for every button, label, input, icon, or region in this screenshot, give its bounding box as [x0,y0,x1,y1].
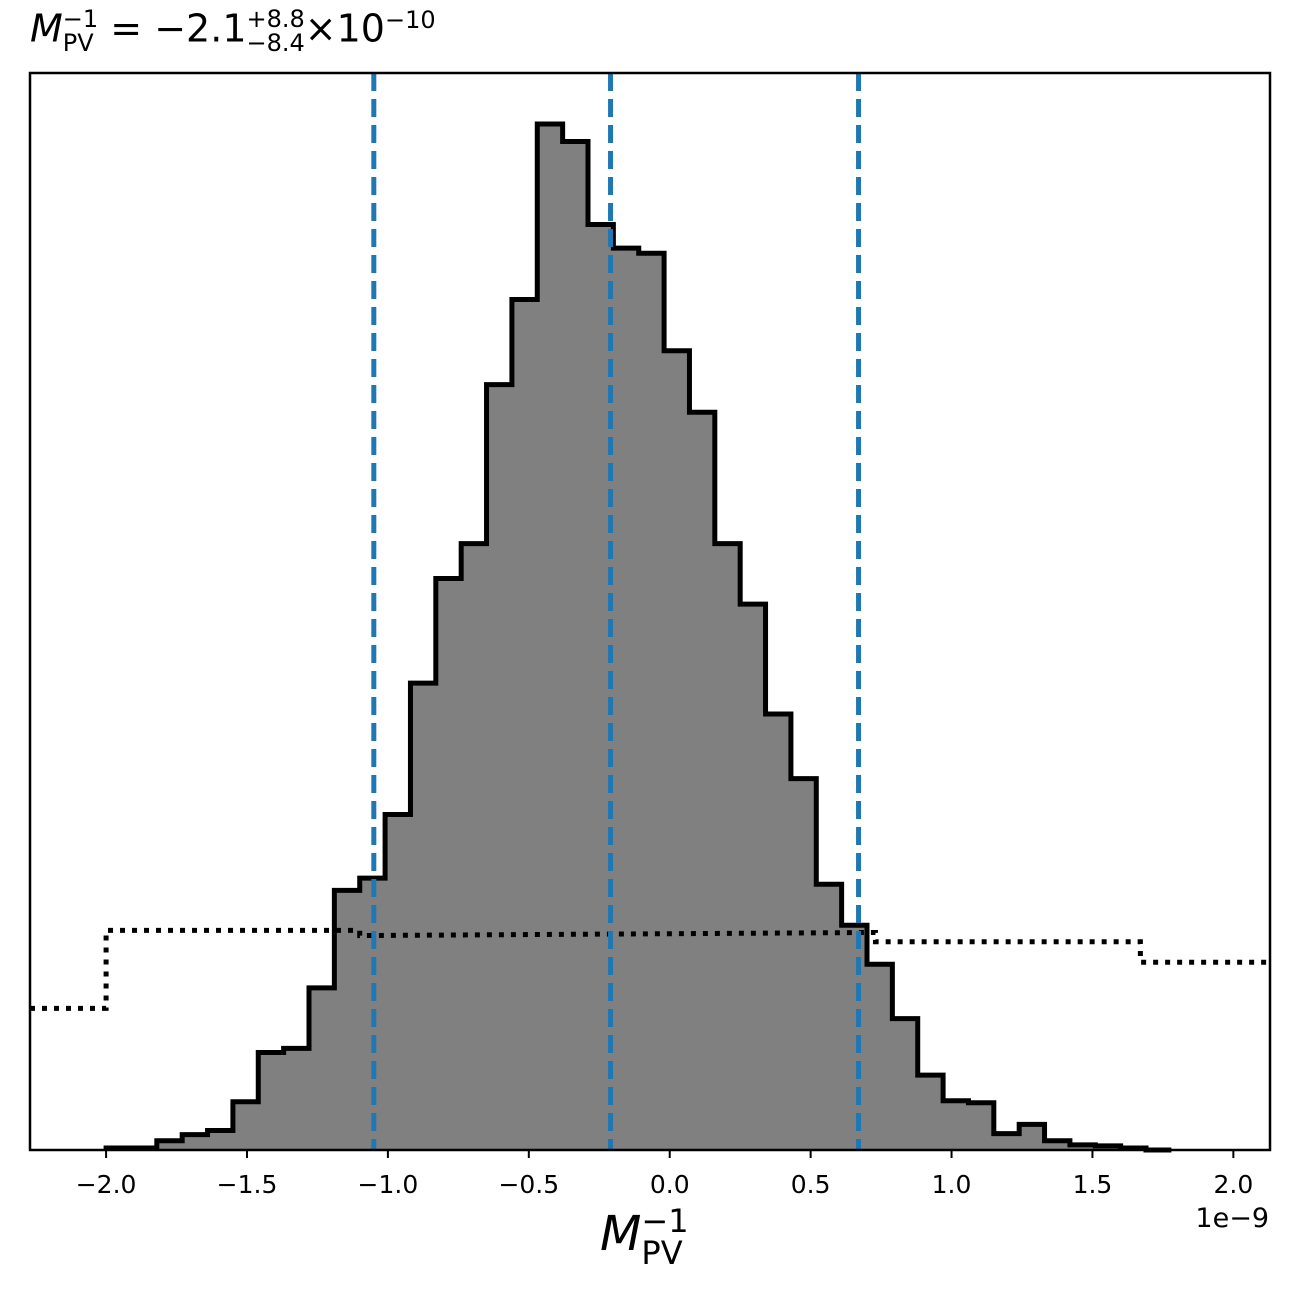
posterior-bar [385,814,411,1150]
posterior-bar [435,578,462,1150]
posterior-bar [410,683,437,1150]
posterior-bar [258,1052,285,1150]
x-tick-label: −1.0 [358,1170,419,1199]
x-axis-offset-text: 1e−9 [1195,1203,1269,1234]
posterior-bar [968,1102,995,1150]
title-symbol-scripts: −1 PV [63,7,98,55]
title-err-minus: −8.4 [246,29,305,58]
x-tick-label: −2.0 [76,1170,137,1199]
posterior-bar [790,778,817,1150]
posterior-bar [917,1075,944,1150]
posterior-bar [461,543,488,1150]
posterior-bar [993,1133,1020,1150]
posterior-histogram [106,124,1147,1151]
posterior-bar [309,987,335,1150]
posterior-bar [841,925,868,1150]
posterior-bar [182,1134,209,1150]
posterior-bar [511,299,538,1150]
x-tick-label: 1.0 [932,1170,972,1199]
title-symbol: M [30,6,63,51]
quantile-lines [371,73,862,1150]
posterior-bar [714,543,741,1150]
posterior-bar [867,964,893,1150]
posterior-bar [1069,1144,1096,1150]
x-tick-label: −0.5 [498,1170,559,1199]
chart-title: M −1 PV = −2.1 +8.8 −8.4 ×10−10 [30,6,436,55]
xlabel-sup: −1 [641,1202,689,1240]
title-symbol-sup: −1 [62,5,99,34]
title-value: −2.1 [154,6,247,51]
xlabel-symbol: M [600,1206,642,1262]
title-err-plus: +8.8 [246,5,305,34]
x-tick-label: 0.5 [791,1170,831,1199]
xlabel-sub: PV [641,1234,683,1272]
title-errors: +8.8 −8.4 [247,7,305,55]
posterior-bar [156,1140,183,1150]
posterior-bar [740,604,767,1150]
posterior-bar [562,141,589,1150]
title-times: × [304,6,337,51]
posterior-bar [334,890,361,1150]
prior-histogram-line [30,927,1270,1011]
x-axis-ticks: −2.0 −1.5 −1.0 −0.5 0.0 0.5 1.0 1.5 2.0 [76,1150,1253,1199]
posterior-bar [816,884,843,1150]
x-tick-label: 0.0 [650,1170,690,1199]
title-base: 10 [336,6,385,51]
posterior-bar [892,1018,919,1150]
title-symbol-sub: PV [62,29,94,58]
posterior-bar [1044,1140,1071,1150]
title-exponent: −10 [384,6,436,34]
xlabel-scripts: −1 PV [641,1205,688,1269]
title-equals: = [110,6,143,51]
posterior-bar [207,1130,234,1150]
x-tick-label: 2.0 [1213,1170,1253,1199]
posterior-histogram-outline [103,121,1172,1153]
posterior-bar [486,384,513,1150]
posterior-bar [537,124,564,1150]
posterior-bar [283,1048,310,1150]
posterior-bar [638,253,665,1150]
x-tick-label: 1.5 [1073,1170,1113,1199]
posterior-bar [613,248,640,1150]
posterior-bar [232,1101,259,1150]
x-tick-label: −1.5 [217,1170,278,1199]
posterior-bar [664,350,690,1151]
posterior-bar [1019,1124,1046,1150]
x-axis-label: M −1 PV [600,1205,689,1269]
posterior-bar [943,1100,969,1150]
posterior-bar [689,412,716,1150]
plot-frame [28,71,1272,1152]
